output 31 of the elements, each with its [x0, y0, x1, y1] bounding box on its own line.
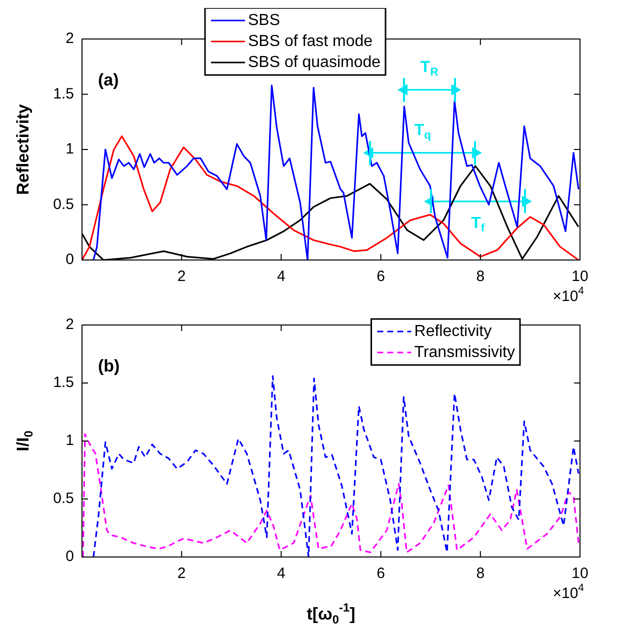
legend-label: SBS	[248, 12, 280, 29]
legend-label: Reflectivity	[414, 322, 492, 340]
legend-label: SBS of quasimode	[248, 54, 381, 71]
x-tick-label: 8	[476, 268, 485, 286]
annotation: (b)	[98, 356, 120, 376]
legend-label: Transmissivity	[414, 344, 516, 361]
x-tick-label: 4	[277, 268, 286, 286]
x-tick-label: 2	[177, 268, 186, 286]
line-series	[92, 375, 580, 557]
y-tick-label: 0	[66, 548, 74, 566]
x-tick-label: 4	[277, 565, 286, 582]
y-tick-label: 2	[66, 316, 74, 334]
legend-label: SBS of fast mode	[248, 32, 373, 50]
y-tick-label: 1.5	[53, 374, 74, 392]
x-tick-label: 10	[572, 268, 588, 286]
x-tick-label: 6	[376, 565, 385, 582]
line-series	[82, 433, 580, 557]
y-tick-label: 2	[66, 30, 74, 48]
x-tick-label: 10	[572, 565, 588, 582]
y-tick-label: 0.5	[53, 196, 74, 213]
y-tick-label: 0.5	[53, 490, 74, 508]
x-tick-label: 6	[376, 268, 385, 286]
y-tick-label: 1	[66, 140, 74, 158]
y-axis-title: I/I0	[14, 430, 36, 452]
x-tick-label: 2	[177, 565, 186, 582]
y-tick-label: 1.5	[53, 85, 74, 102]
annotation: (a)	[98, 70, 119, 90]
y-tick-label: 1	[66, 432, 74, 450]
y-tick-label: 0	[66, 251, 74, 268]
x-tick-label: 8	[476, 565, 485, 582]
y-axis-title: Reflectivity	[14, 104, 33, 195]
